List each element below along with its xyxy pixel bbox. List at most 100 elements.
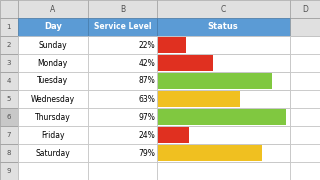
Text: 7: 7 xyxy=(6,132,11,138)
Text: Day: Day xyxy=(44,22,62,32)
Bar xyxy=(18,0,88,18)
Bar xyxy=(0,126,18,144)
Bar xyxy=(0,144,18,162)
Bar xyxy=(157,126,290,144)
Text: 22%: 22% xyxy=(139,40,155,50)
Text: D: D xyxy=(302,4,308,14)
Bar xyxy=(88,144,157,162)
Text: 4: 4 xyxy=(7,78,11,84)
Bar xyxy=(0,0,18,18)
Text: Friday: Friday xyxy=(41,130,65,140)
Bar xyxy=(157,54,290,72)
Bar xyxy=(290,108,320,126)
Bar xyxy=(157,108,290,126)
Bar xyxy=(18,36,88,54)
Bar xyxy=(18,72,88,90)
Bar xyxy=(0,54,18,72)
Text: Saturday: Saturday xyxy=(36,148,70,158)
Bar xyxy=(88,90,157,108)
Bar xyxy=(0,0,18,18)
Bar xyxy=(88,54,157,72)
Bar xyxy=(290,90,320,108)
Text: 79%: 79% xyxy=(138,148,155,158)
Bar xyxy=(157,72,290,90)
Bar xyxy=(0,90,18,108)
Bar xyxy=(290,72,320,90)
Bar xyxy=(0,18,18,36)
Bar xyxy=(157,162,290,180)
Bar xyxy=(157,90,290,108)
Text: 6: 6 xyxy=(6,114,11,120)
Text: C: C xyxy=(220,4,226,14)
Bar xyxy=(157,36,290,54)
Bar xyxy=(18,54,88,72)
Text: 2: 2 xyxy=(7,42,11,48)
Bar xyxy=(18,162,88,180)
Text: 87%: 87% xyxy=(139,76,155,86)
Text: 8: 8 xyxy=(6,150,11,156)
Bar xyxy=(0,54,18,72)
Bar xyxy=(88,0,157,18)
Bar xyxy=(0,108,18,126)
Bar xyxy=(157,36,290,54)
Text: A: A xyxy=(50,4,55,14)
Text: 3: 3 xyxy=(6,60,11,66)
Bar xyxy=(88,144,157,162)
Bar xyxy=(157,73,272,89)
Bar xyxy=(88,0,157,18)
Bar xyxy=(290,126,320,144)
Bar xyxy=(88,72,157,90)
Bar xyxy=(88,90,157,108)
Text: Thursday: Thursday xyxy=(35,112,71,122)
Bar xyxy=(157,18,290,36)
Bar xyxy=(18,18,88,36)
Bar xyxy=(290,18,320,36)
Bar xyxy=(157,145,262,161)
Bar xyxy=(290,36,320,54)
Bar xyxy=(157,37,186,53)
Bar xyxy=(0,144,18,162)
Text: Sunday: Sunday xyxy=(38,40,67,50)
Bar xyxy=(88,108,157,126)
Bar xyxy=(18,36,88,54)
Bar xyxy=(18,108,88,126)
Bar xyxy=(290,0,320,18)
Bar xyxy=(18,72,88,90)
Bar xyxy=(18,162,88,180)
Text: 9: 9 xyxy=(6,168,11,174)
Bar xyxy=(290,126,320,144)
Bar xyxy=(157,144,290,162)
Bar xyxy=(0,162,18,180)
Bar xyxy=(0,36,18,54)
Bar xyxy=(18,126,88,144)
Text: Monday: Monday xyxy=(38,58,68,68)
Text: Wednesday: Wednesday xyxy=(31,94,75,103)
Bar xyxy=(18,126,88,144)
Bar xyxy=(88,18,157,36)
Bar xyxy=(0,72,18,90)
Bar xyxy=(157,91,240,107)
Text: Service Level: Service Level xyxy=(94,22,151,32)
Bar xyxy=(157,0,290,18)
Bar xyxy=(290,162,320,180)
Bar xyxy=(290,36,320,54)
Bar xyxy=(18,144,88,162)
Bar xyxy=(157,162,290,180)
Text: 63%: 63% xyxy=(138,94,155,103)
Bar xyxy=(18,54,88,72)
Bar xyxy=(157,0,290,18)
Bar xyxy=(290,54,320,72)
Bar xyxy=(290,72,320,90)
Bar xyxy=(0,72,18,90)
Text: 97%: 97% xyxy=(138,112,155,122)
Text: B: B xyxy=(120,4,125,14)
Bar xyxy=(157,108,290,126)
Bar xyxy=(290,108,320,126)
Bar xyxy=(18,144,88,162)
Bar xyxy=(157,109,286,125)
Bar xyxy=(290,144,320,162)
Bar xyxy=(0,90,18,108)
Bar xyxy=(88,72,157,90)
Bar xyxy=(290,162,320,180)
Text: 42%: 42% xyxy=(139,58,155,68)
